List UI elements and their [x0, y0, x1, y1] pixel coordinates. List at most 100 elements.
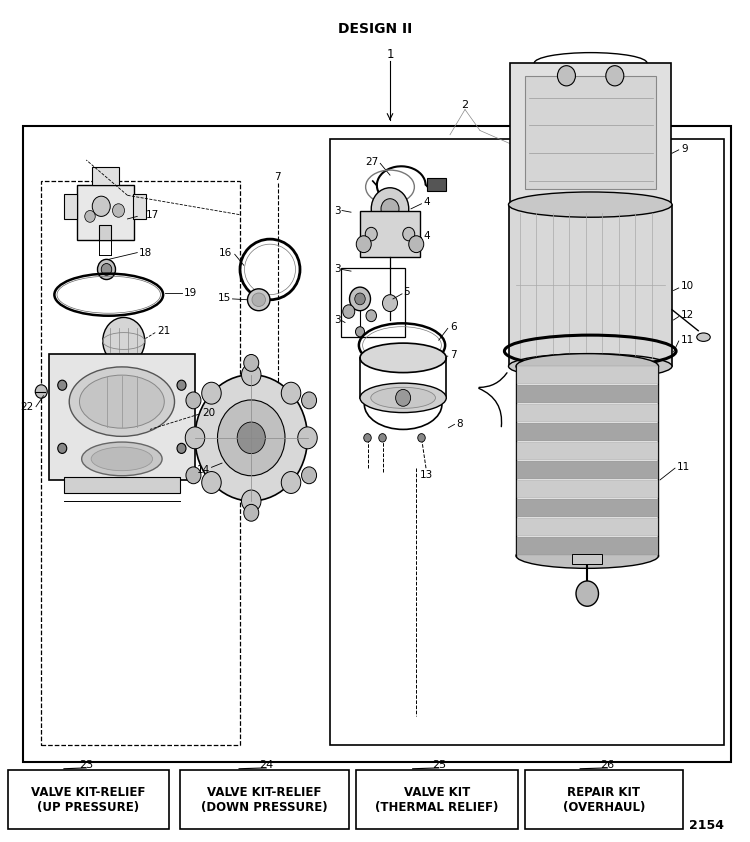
Circle shape [403, 227, 415, 241]
Ellipse shape [80, 376, 164, 428]
Ellipse shape [516, 543, 658, 568]
Text: 4: 4 [424, 197, 430, 207]
Circle shape [302, 392, 316, 409]
Text: 13: 13 [419, 470, 433, 480]
Text: VALVE KIT-RELIEF
(UP PRESSURE): VALVE KIT-RELIEF (UP PRESSURE) [31, 786, 146, 814]
Text: 16: 16 [219, 248, 232, 258]
Circle shape [409, 236, 424, 253]
Circle shape [103, 317, 145, 365]
Circle shape [371, 188, 409, 230]
Circle shape [244, 504, 259, 521]
Ellipse shape [509, 354, 672, 379]
Text: 22: 22 [20, 402, 34, 412]
Ellipse shape [360, 383, 446, 413]
Text: VALVE KIT
(THERMAL RELIEF): VALVE KIT (THERMAL RELIEF) [375, 786, 499, 814]
Bar [572, 554, 602, 564]
Circle shape [85, 210, 95, 222]
Ellipse shape [360, 344, 446, 373]
Bar [517, 442, 658, 460]
Bar [517, 423, 658, 441]
Circle shape [302, 466, 316, 484]
Text: REPAIR KIT
(OVERHAUL): REPAIR KIT (OVERHAUL) [562, 786, 645, 814]
Bar [509, 205, 672, 366]
Text: 1: 1 [386, 48, 394, 61]
Bar [99, 225, 111, 240]
Bar [517, 461, 658, 479]
Circle shape [298, 427, 317, 449]
Circle shape [281, 472, 301, 493]
Circle shape [576, 581, 598, 606]
Text: 2: 2 [461, 100, 469, 110]
Bar [8, 770, 169, 829]
Bar [64, 194, 77, 219]
Ellipse shape [516, 354, 658, 379]
Bar [360, 210, 420, 257]
Text: 17: 17 [146, 210, 160, 220]
Ellipse shape [69, 367, 175, 436]
Text: 3: 3 [334, 315, 340, 325]
Circle shape [186, 392, 201, 409]
Circle shape [606, 66, 624, 86]
Bar [525, 770, 682, 829]
Text: 14: 14 [196, 465, 210, 475]
Bar [517, 480, 658, 498]
Text: 26: 26 [601, 759, 614, 770]
Text: 7: 7 [450, 350, 457, 360]
Bar [341, 268, 405, 337]
Circle shape [242, 364, 261, 386]
Text: 3: 3 [334, 264, 340, 274]
Text: 11: 11 [676, 462, 690, 472]
Circle shape [381, 199, 399, 219]
Circle shape [418, 434, 425, 442]
Circle shape [396, 389, 411, 407]
Text: 4: 4 [424, 231, 430, 241]
Circle shape [356, 327, 364, 337]
Circle shape [202, 382, 221, 404]
Bar [330, 139, 724, 745]
Circle shape [397, 199, 406, 209]
Text: 11: 11 [681, 335, 694, 345]
Circle shape [92, 196, 110, 216]
Text: 15: 15 [217, 293, 231, 303]
Bar [517, 366, 658, 385]
Text: 19: 19 [184, 288, 197, 298]
Bar [517, 498, 658, 517]
Bar [525, 76, 656, 189]
Circle shape [186, 466, 201, 483]
Ellipse shape [509, 192, 672, 217]
Circle shape [217, 400, 285, 476]
Circle shape [355, 293, 365, 305]
Bar [41, 181, 240, 745]
Circle shape [185, 427, 205, 449]
Circle shape [202, 472, 221, 493]
Circle shape [177, 443, 186, 454]
Circle shape [237, 422, 266, 454]
Text: VALVE KIT-RELIEF
(DOWN PRESSURE): VALVE KIT-RELIEF (DOWN PRESSURE) [201, 786, 328, 814]
Text: 6: 6 [450, 322, 457, 332]
Bar [517, 386, 658, 403]
Bar [180, 770, 349, 829]
Circle shape [366, 310, 376, 322]
Bar [517, 518, 658, 536]
Bar [517, 537, 658, 555]
Text: 21: 21 [158, 326, 171, 336]
Circle shape [112, 204, 125, 217]
Circle shape [58, 443, 67, 454]
Text: 3: 3 [334, 205, 340, 216]
Circle shape [101, 264, 112, 275]
Circle shape [242, 490, 261, 512]
Bar [427, 178, 446, 191]
Text: 12: 12 [681, 310, 694, 320]
Text: 7: 7 [274, 172, 280, 182]
Bar [133, 194, 146, 219]
Circle shape [364, 434, 371, 442]
Text: 20: 20 [202, 408, 216, 418]
Text: 8: 8 [456, 418, 463, 429]
Text: 2154: 2154 [688, 818, 724, 832]
Circle shape [356, 236, 371, 253]
Circle shape [281, 382, 301, 404]
Circle shape [382, 295, 398, 312]
Bar [64, 477, 180, 493]
Circle shape [379, 434, 386, 442]
Circle shape [177, 381, 186, 391]
